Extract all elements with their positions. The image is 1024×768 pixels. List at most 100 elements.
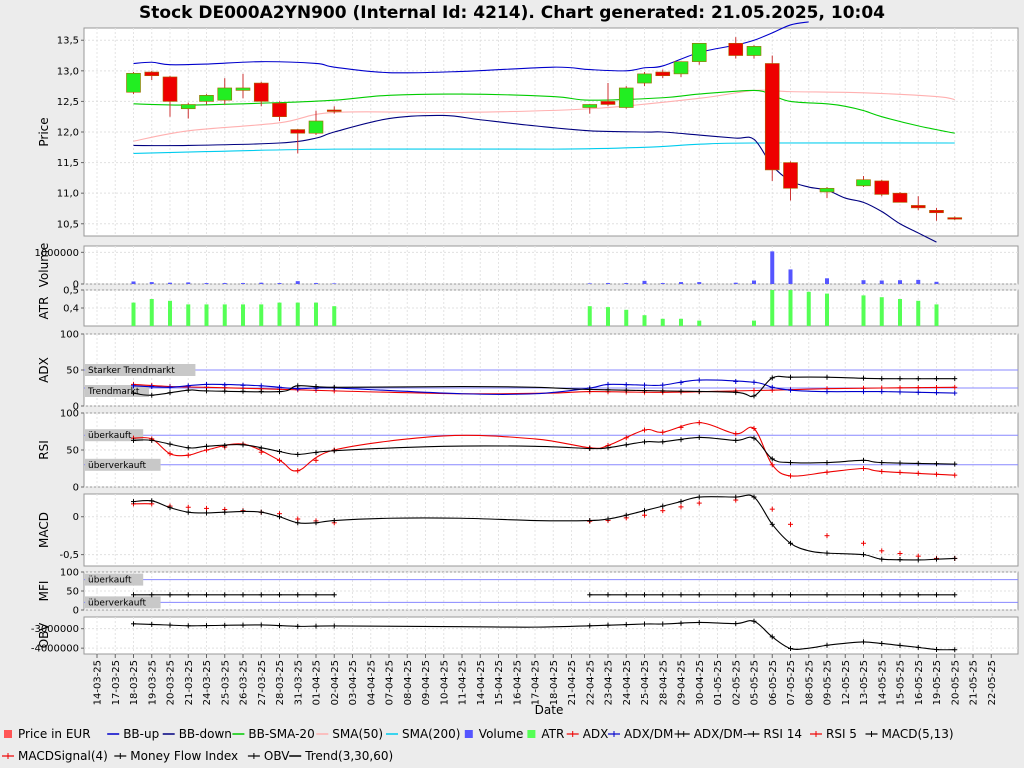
rsi-panel: 0 50 100 RSI überkauft überverkauft bbox=[37, 409, 1019, 494]
atr-bar bbox=[222, 304, 227, 326]
volume-bar bbox=[660, 283, 665, 284]
rsi-y-tick-label: 0 bbox=[73, 483, 79, 494]
x-tick-label: 14-05-25 bbox=[877, 660, 888, 705]
x-tick-label: 16-04-25 bbox=[512, 660, 523, 705]
candle-body bbox=[783, 162, 798, 189]
adx-y-tick-label: 0 bbox=[73, 402, 79, 413]
x-tick-label: 15-05-25 bbox=[896, 660, 907, 705]
atr-bar bbox=[587, 306, 592, 326]
x-tick-label: 09-05-25 bbox=[823, 660, 834, 705]
mfi-panel: 0 50 100 MFI überkauft überverkauft bbox=[37, 568, 1019, 617]
candle-body bbox=[326, 109, 342, 112]
x-tick-label: 26-03-25 bbox=[239, 660, 250, 705]
rsi-y-axis-label: RSI bbox=[37, 440, 51, 460]
atr-bar bbox=[660, 318, 665, 326]
volume-bar bbox=[149, 282, 154, 284]
legend-item: Price in EUR bbox=[4, 727, 91, 741]
x-tick-label: 19-03-25 bbox=[147, 660, 158, 705]
price-y-axis-label: Price bbox=[37, 117, 51, 146]
candle-body bbox=[290, 129, 306, 134]
candle-body bbox=[947, 217, 963, 220]
price-y-tick-label: 11,5 bbox=[57, 158, 79, 169]
mfi-annotation-oversold: überverkauft bbox=[88, 598, 147, 608]
volume-bar bbox=[733, 282, 738, 284]
legend-item: Volume bbox=[464, 727, 523, 741]
volume-y-tick-label: 1000000 bbox=[34, 248, 79, 259]
candle-body bbox=[929, 210, 944, 214]
candle-body bbox=[253, 82, 269, 102]
x-axis-label: Date bbox=[535, 703, 564, 717]
legend-label: SMA(200) bbox=[402, 727, 460, 741]
atr-bar bbox=[131, 302, 136, 326]
x-tick-label: 03-04-25 bbox=[348, 660, 359, 705]
candle-body bbox=[673, 61, 689, 75]
macd-y-tick-label: 0 bbox=[73, 512, 79, 523]
rsi-annotation-oversold-bg bbox=[85, 458, 161, 471]
x-tick-label: 09-04-25 bbox=[421, 660, 432, 705]
x-tick-label: 13-05-25 bbox=[859, 660, 870, 705]
atr-bar bbox=[679, 318, 683, 326]
legend-label: BB-up bbox=[123, 727, 159, 741]
adx-panel: 0 50 100 ADX Starker Trendmarkt Trendmarkt bbox=[37, 330, 1019, 413]
legend-item: RSI 5 bbox=[810, 727, 857, 741]
atr-bar bbox=[259, 304, 264, 326]
legend-item: MACDSignal(4) bbox=[2, 749, 108, 763]
legend: Price in EUR BB-up BB-down BB-SMA-20 SMA(50)… bbox=[2, 727, 954, 763]
volume-bar bbox=[259, 282, 264, 284]
legend-label: OBV bbox=[264, 749, 290, 763]
volume-bar bbox=[679, 282, 683, 284]
x-tick-label: 21-05-25 bbox=[969, 660, 980, 705]
rsi14-line bbox=[133, 436, 955, 465]
x-tick-label: 08-05-25 bbox=[804, 660, 815, 705]
volume-y-axis-label: Volume bbox=[37, 243, 51, 288]
atr-bar bbox=[825, 293, 829, 326]
volume-bar bbox=[222, 283, 227, 284]
candle-body bbox=[618, 87, 634, 108]
legend-swatch bbox=[527, 730, 536, 738]
rsi-annotation-overbought: überkauft bbox=[88, 431, 132, 441]
macd-y-axis-label: MACD bbox=[37, 512, 51, 548]
atr-bar bbox=[788, 290, 793, 326]
atr-bar bbox=[898, 299, 902, 326]
legend-item: ADX/DM- bbox=[677, 727, 747, 741]
mfi-y-tick-label: 50 bbox=[66, 587, 79, 598]
legend-item: SMA(50) bbox=[316, 727, 383, 741]
legend-item: BB-up bbox=[107, 727, 159, 741]
candle-body bbox=[235, 87, 251, 91]
atr-y-tick-label: 0,4 bbox=[63, 304, 79, 315]
volume-bar bbox=[587, 283, 592, 284]
x-tick-label: 07-05-25 bbox=[786, 660, 797, 705]
legend-item: MACD(5,13) bbox=[865, 727, 954, 741]
atr-bar bbox=[752, 320, 756, 326]
legend-item: Trend(3,30,60) bbox=[289, 749, 393, 763]
x-axis: 14-03-25 17-03-25 18-03-25 19-03-25 20-03-25… bbox=[93, 654, 998, 705]
volume-bar bbox=[295, 281, 300, 284]
volume-bar bbox=[697, 282, 702, 284]
adx-annotation-strong-bg bbox=[85, 364, 196, 376]
candle-body bbox=[272, 102, 287, 118]
atr-panel: 0,4 0,5 ATR bbox=[37, 286, 1019, 327]
legend-item: BB-SMA-20 bbox=[232, 727, 315, 741]
price-y-tick-label: 13,5 bbox=[57, 36, 79, 47]
x-tick-label: 20-03-25 bbox=[166, 660, 177, 705]
x-tick-label: 17-03-25 bbox=[111, 660, 122, 705]
obv-line bbox=[133, 620, 955, 651]
candle-body bbox=[746, 46, 762, 56]
legend-label: ADX/DM+ bbox=[624, 727, 683, 741]
legend-item: RSI 14 bbox=[747, 727, 802, 741]
x-tick-label: 16-05-25 bbox=[914, 660, 925, 705]
candle-body bbox=[856, 179, 871, 187]
volume-bar bbox=[898, 280, 902, 284]
volume-bar bbox=[277, 283, 282, 284]
candle-body bbox=[655, 71, 671, 77]
legend-label: RSI 14 bbox=[763, 727, 802, 741]
sma50-line bbox=[133, 89, 955, 142]
volume-bar bbox=[861, 280, 866, 284]
x-tick-label: 23-04-25 bbox=[604, 660, 615, 705]
obv-plot-area bbox=[83, 616, 1019, 655]
candle-body bbox=[874, 180, 890, 195]
atr-bar bbox=[624, 309, 629, 326]
mfi-annotation-oversold-bg bbox=[85, 596, 161, 609]
x-tick-label: 18-04-25 bbox=[549, 660, 560, 705]
